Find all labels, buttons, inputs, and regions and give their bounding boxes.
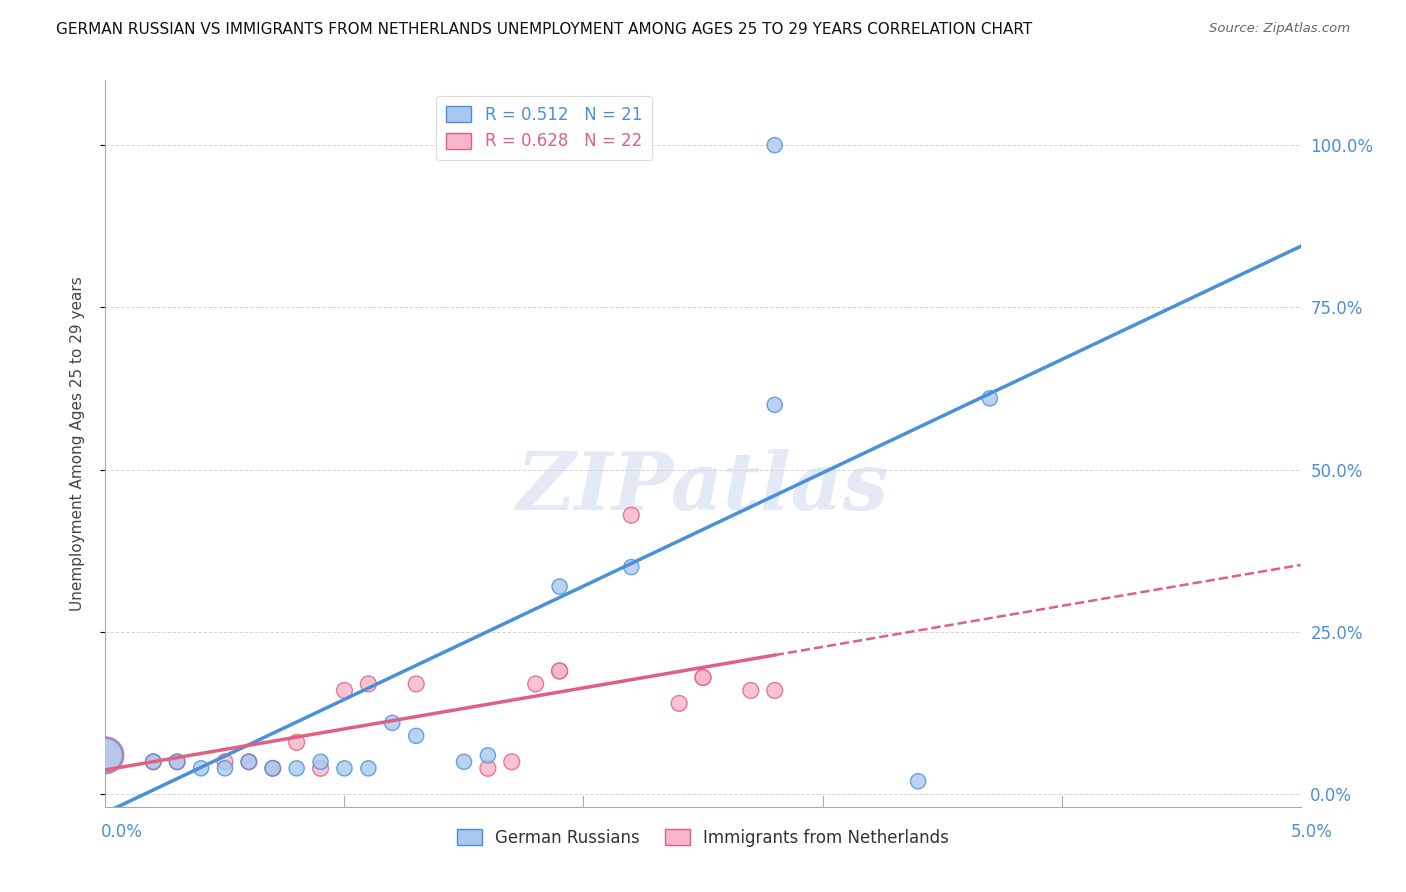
Point xyxy=(94,748,117,763)
Point xyxy=(333,683,356,698)
Text: GERMAN RUSSIAN VS IMMIGRANTS FROM NETHERLANDS UNEMPLOYMENT AMONG AGES 25 TO 29 Y: GERMAN RUSSIAN VS IMMIGRANTS FROM NETHER… xyxy=(56,22,1032,37)
Point xyxy=(548,664,571,678)
Point xyxy=(907,774,929,789)
Point xyxy=(142,755,165,769)
Point xyxy=(190,761,212,775)
Point xyxy=(763,398,786,412)
Legend: German Russians, Immigrants from Netherlands: German Russians, Immigrants from Netherl… xyxy=(450,822,956,854)
Point xyxy=(94,748,117,763)
Point xyxy=(501,755,523,769)
Text: ZIPatlas: ZIPatlas xyxy=(517,449,889,526)
Point xyxy=(166,755,188,769)
Point xyxy=(740,683,762,698)
Point xyxy=(405,677,427,691)
Text: 5.0%: 5.0% xyxy=(1291,822,1333,840)
Point xyxy=(333,761,356,775)
Point xyxy=(477,145,499,159)
Point xyxy=(763,683,786,698)
Point xyxy=(692,670,714,684)
Point xyxy=(381,715,404,730)
Text: Source: ZipAtlas.com: Source: ZipAtlas.com xyxy=(1209,22,1350,36)
Point xyxy=(357,677,380,691)
Point xyxy=(763,138,786,153)
Point xyxy=(262,761,284,775)
Point xyxy=(668,697,690,711)
Point xyxy=(477,761,499,775)
Point xyxy=(692,670,714,684)
Point xyxy=(309,755,332,769)
Point xyxy=(357,761,380,775)
Point xyxy=(214,761,236,775)
Point xyxy=(548,580,571,594)
Point xyxy=(142,755,165,769)
Point xyxy=(548,664,571,678)
Point xyxy=(979,392,1001,406)
Text: 0.0%: 0.0% xyxy=(101,822,143,840)
Point xyxy=(238,755,260,769)
Y-axis label: Unemployment Among Ages 25 to 29 years: Unemployment Among Ages 25 to 29 years xyxy=(70,277,84,611)
Point xyxy=(285,735,308,749)
Point xyxy=(620,560,643,574)
Point xyxy=(477,748,499,763)
Point xyxy=(405,729,427,743)
Point xyxy=(453,755,475,769)
Point xyxy=(238,755,260,769)
Point xyxy=(285,761,308,775)
Point xyxy=(262,761,284,775)
Point xyxy=(214,755,236,769)
Point xyxy=(620,508,643,523)
Point xyxy=(524,677,547,691)
Point xyxy=(166,755,188,769)
Point xyxy=(309,761,332,775)
